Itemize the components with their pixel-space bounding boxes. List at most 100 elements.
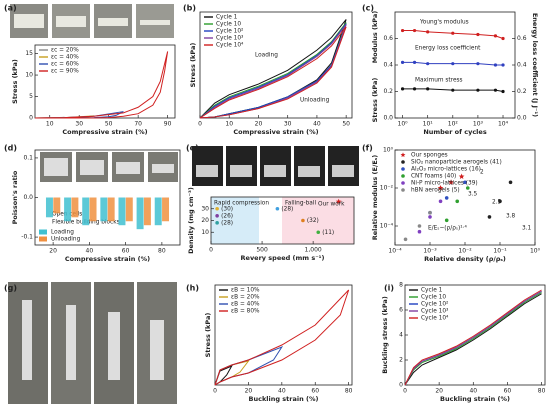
panel-label: (h) xyxy=(186,284,199,293)
y-tick-label: 0.4 xyxy=(383,62,393,69)
x-tick-label: 20 xyxy=(245,388,253,395)
point xyxy=(428,210,432,215)
legend-label: Cycle 1 xyxy=(421,288,443,294)
series-name: Falling-ball xyxy=(285,201,316,207)
y2-tick-label: 0.0 xyxy=(517,115,527,122)
y2-tick-label: 0.6 xyxy=(517,35,527,42)
point xyxy=(458,173,465,179)
time-label: 16.6 xyxy=(303,179,316,185)
annotation: 3.1 xyxy=(522,226,532,232)
axes-frame xyxy=(199,11,353,119)
y-axis-label: Buckling stress (kPa) xyxy=(381,296,389,374)
bar xyxy=(100,197,108,222)
legend-label: hBN aerogels (5) xyxy=(411,188,460,194)
x-tick-label: 50 xyxy=(105,121,113,128)
y-tick-label: -0.1 xyxy=(21,234,33,241)
x-tick-label: 30 xyxy=(284,121,292,128)
point xyxy=(444,196,449,200)
x-tick-label: 10⁻¹ xyxy=(493,248,507,255)
point-label: (32) xyxy=(307,218,319,224)
bar xyxy=(45,197,53,218)
point xyxy=(448,179,454,185)
series-point xyxy=(476,88,480,92)
point xyxy=(437,185,444,191)
legend-label: εc = 90% xyxy=(51,69,79,75)
time-label: 14.5 xyxy=(269,179,282,185)
point xyxy=(417,224,422,228)
series-point xyxy=(493,34,498,38)
point xyxy=(215,214,219,218)
region-rapid xyxy=(211,197,259,244)
x-tick-label: 40 xyxy=(469,388,477,395)
bar xyxy=(162,197,170,222)
series-point xyxy=(451,62,455,66)
x-tick-label: 60 xyxy=(504,388,512,395)
series-point xyxy=(426,62,430,66)
photos-d xyxy=(40,152,178,182)
series-point xyxy=(476,32,480,37)
x-axis-label: Compressive strain (%) xyxy=(233,128,318,136)
x-tick-label: 10⁻² xyxy=(458,248,472,255)
time-label: 0 ms xyxy=(200,179,214,185)
x-tick-label: 10 xyxy=(46,121,54,128)
annotation: 2 xyxy=(480,170,484,176)
legend-label: CNT foams (40) xyxy=(411,174,456,180)
bar xyxy=(118,197,126,226)
point-label: (28) xyxy=(221,220,233,226)
x-tick-label: 500 xyxy=(256,247,268,254)
series-point xyxy=(493,63,498,67)
legend-label: Cycle 10² xyxy=(216,28,243,35)
y-tick-label: 0 xyxy=(399,382,403,389)
legend-label: Cycle 10⁴ xyxy=(216,42,244,49)
point xyxy=(403,237,408,242)
bar xyxy=(143,197,151,226)
y2-tick-label: 0.2 xyxy=(517,88,527,95)
legend-label: εB = 10% xyxy=(231,288,260,294)
y-tick-label: 30 xyxy=(201,205,209,212)
y-axis-label: Stress (kPa) xyxy=(204,313,212,358)
x-tick-label: 10⁰ xyxy=(398,121,409,128)
y-axis-label: Density (mg cm⁻³) xyxy=(187,187,195,254)
x-tick-label: 70 xyxy=(134,121,142,128)
legend-label: Our sponges xyxy=(411,153,448,159)
x-tick-label: 40 xyxy=(313,121,321,128)
photos-e xyxy=(192,146,359,186)
panel-label: (c) xyxy=(362,4,374,13)
y-axis-label-lower: Stress (kPa) xyxy=(371,78,379,123)
x-tick-label: 10 xyxy=(225,121,233,128)
point xyxy=(301,218,305,223)
point-label: (30) xyxy=(221,206,233,212)
x-axis-label: Number of cycles xyxy=(423,128,487,136)
x-tick-label: 10¹ xyxy=(423,121,434,128)
x-tick-label: 0 xyxy=(198,121,202,128)
series-point xyxy=(412,28,417,33)
y-axis-label: Stress (kPa) xyxy=(11,59,19,104)
panel-label: (a) xyxy=(4,4,17,13)
bar xyxy=(125,197,133,222)
x-axis-label: Buckling strain (%) xyxy=(440,395,510,403)
point-label: (11) xyxy=(322,230,334,236)
x-tick-label: 10² xyxy=(448,121,459,128)
legend-label: Cycle 10³ xyxy=(421,308,449,315)
series-point xyxy=(501,89,505,94)
x-tick-label: 50 xyxy=(342,121,350,128)
point xyxy=(335,198,342,205)
y-tick-label: 8 xyxy=(399,282,403,289)
legend-swatch xyxy=(401,181,405,185)
y-tick-label: 10 xyxy=(25,72,33,79)
series-point xyxy=(501,63,505,67)
x-tick-label: 10⁻³ xyxy=(423,248,437,255)
series-name: Energy loss coefficient xyxy=(415,46,481,52)
x-tick-label: 10⁰ xyxy=(530,248,541,255)
legend-label: Cycle 1 xyxy=(216,15,238,21)
series-point xyxy=(493,88,498,92)
series-point xyxy=(476,62,480,66)
x-axis-label: Relative density (ρ/ρₛ) xyxy=(424,255,506,263)
legend-swatch xyxy=(401,160,405,164)
series-line xyxy=(214,289,350,386)
bar xyxy=(64,197,72,222)
y-axis-label: Relative modulus (E/Eₛ) xyxy=(371,155,379,240)
y-axis-label: Stress (kPa) xyxy=(189,43,197,88)
series-line xyxy=(404,293,542,386)
